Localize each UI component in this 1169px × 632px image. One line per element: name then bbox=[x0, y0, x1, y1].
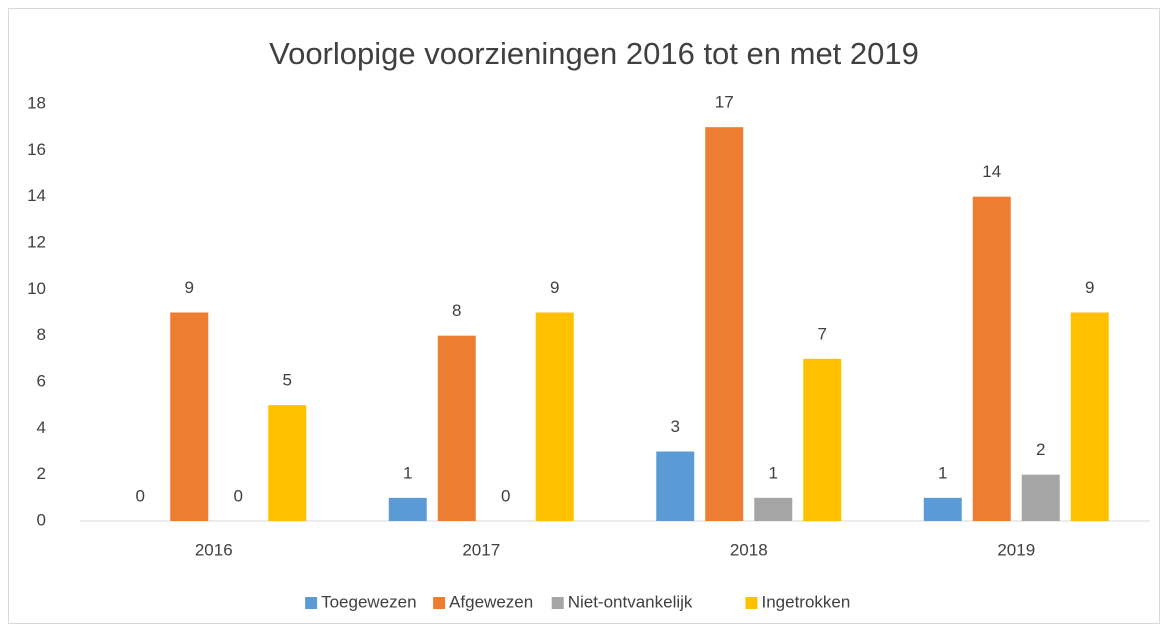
bar bbox=[923, 497, 962, 521]
chart-title: Voorlopige voorzieningen 2016 tot en met… bbox=[269, 36, 919, 71]
data-label: 8 bbox=[452, 301, 461, 320]
data-label: 9 bbox=[1085, 278, 1094, 297]
x-tick-label: 2016 bbox=[195, 540, 233, 559]
legend-swatch bbox=[745, 597, 758, 609]
y-tick-label: 18 bbox=[27, 93, 46, 112]
data-label: 2 bbox=[1036, 440, 1045, 459]
bar bbox=[1070, 312, 1109, 521]
y-tick-label: 8 bbox=[37, 325, 46, 344]
data-label: 0 bbox=[136, 486, 145, 505]
legend-swatch bbox=[433, 597, 446, 609]
y-tick-label: 16 bbox=[27, 140, 46, 159]
bar bbox=[437, 335, 476, 521]
legend-label: Afgewezen bbox=[449, 592, 533, 611]
data-label: 0 bbox=[501, 486, 510, 505]
legend-swatch bbox=[551, 597, 564, 609]
x-tick-label: 2019 bbox=[997, 540, 1035, 559]
y-tick-label: 2 bbox=[37, 464, 46, 483]
data-label: 0 bbox=[234, 486, 243, 505]
data-label: 5 bbox=[283, 371, 292, 390]
legend-label: Toegewezen bbox=[321, 592, 416, 611]
data-label: 9 bbox=[185, 278, 194, 297]
y-tick-label: 4 bbox=[37, 418, 46, 437]
data-label: 1 bbox=[403, 463, 412, 482]
legend-label: Niet-ontvankelijk bbox=[568, 592, 693, 611]
data-label: 14 bbox=[982, 162, 1001, 181]
bar bbox=[803, 358, 842, 521]
bar bbox=[656, 451, 695, 521]
y-tick-label: 14 bbox=[27, 186, 46, 205]
bar bbox=[268, 405, 307, 521]
x-tick-label: 2017 bbox=[462, 540, 500, 559]
bar bbox=[1021, 474, 1060, 521]
bar bbox=[754, 497, 793, 521]
bar bbox=[535, 312, 574, 521]
data-label: 9 bbox=[550, 278, 559, 297]
y-tick-label: 10 bbox=[27, 279, 46, 298]
data-label: 17 bbox=[715, 93, 734, 112]
data-label: 1 bbox=[769, 463, 778, 482]
y-tick-label: 12 bbox=[27, 232, 46, 251]
data-label: 1 bbox=[938, 463, 947, 482]
bar bbox=[388, 497, 427, 521]
legend-swatch bbox=[305, 597, 318, 609]
legend-label: Ingetrokken bbox=[762, 592, 851, 611]
bar bbox=[170, 312, 209, 521]
data-label: 3 bbox=[671, 417, 680, 436]
data-label: 7 bbox=[818, 324, 827, 343]
bar bbox=[972, 196, 1011, 521]
y-tick-label: 6 bbox=[37, 371, 46, 390]
y-tick-label: 0 bbox=[37, 510, 46, 529]
x-tick-label: 2018 bbox=[730, 540, 768, 559]
bar bbox=[705, 127, 744, 522]
